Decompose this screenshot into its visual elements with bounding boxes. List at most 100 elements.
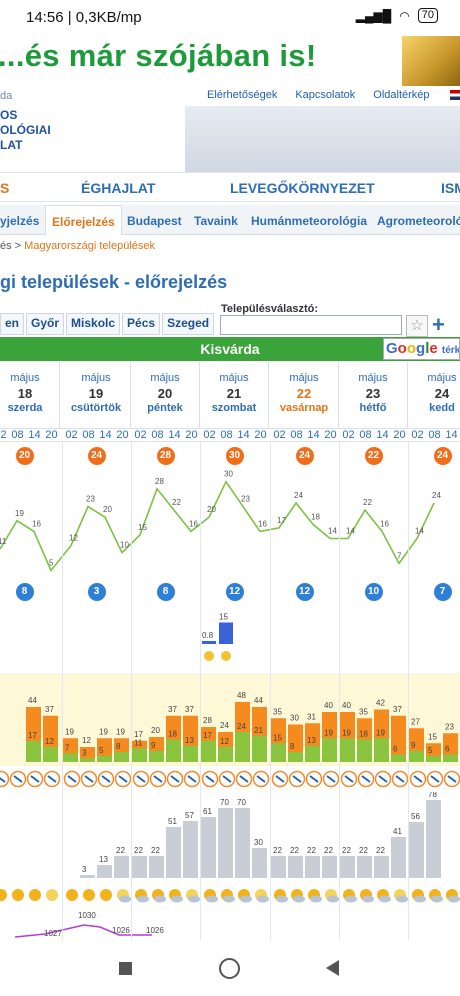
- hour-label: 02: [203, 429, 216, 441]
- cloud-bar: [374, 856, 389, 878]
- wind-label: 9: [151, 741, 156, 750]
- sub-nav-item-forecast[interactable]: Előrejelzés: [45, 205, 122, 235]
- link-sitemap[interactable]: Oldaltérkép: [373, 89, 430, 101]
- wind-label: 6: [393, 745, 398, 754]
- sub-nav-item[interactable]: yjelzés: [0, 214, 40, 228]
- day-month: május: [219, 372, 249, 384]
- hour-label: 02: [342, 429, 355, 441]
- wind-arrow: [101, 775, 111, 783]
- cloud-label: 57: [185, 811, 194, 820]
- gust-label: 44: [254, 696, 263, 705]
- sub-nav-item-lakes[interactable]: Tavaink: [194, 214, 238, 228]
- gust-label: 24: [220, 721, 229, 730]
- wind-label: 3: [82, 748, 87, 757]
- settlement-input[interactable]: [220, 315, 402, 335]
- home-icon[interactable]: [219, 958, 240, 979]
- cloud-bar: [114, 856, 129, 878]
- wind-arrow: [30, 775, 40, 783]
- precip-label: 15: [219, 613, 228, 622]
- wind-arrow: [326, 775, 336, 783]
- breadcrumb-prefix[interactable]: és >: [0, 240, 22, 252]
- cloud-label: 22: [273, 846, 282, 855]
- wind-label: 8: [290, 742, 295, 751]
- day-weekday: szombat: [211, 402, 257, 414]
- wind-bar: [63, 753, 78, 762]
- wind-label: 8: [116, 742, 121, 751]
- cloud-label: 70: [237, 798, 246, 807]
- city-tab[interactable]: en: [0, 313, 25, 335]
- google-maps-button[interactable]: Google térk: [383, 338, 460, 360]
- city-tab-szeged[interactable]: Szeged: [162, 313, 215, 335]
- sub-nav-item-budapest[interactable]: Budapest: [127, 214, 182, 228]
- gust-label: 19: [116, 727, 125, 736]
- main-nav-item-climate[interactable]: ÉGHAJLAT: [81, 180, 156, 196]
- cloud-bar: [183, 821, 198, 878]
- wind-bar: [271, 743, 286, 762]
- link-relations[interactable]: Kapcsolatok: [295, 89, 356, 101]
- day-header: május 21 szombat: [200, 362, 269, 428]
- rain-cloud-icon: [221, 651, 231, 661]
- main-nav-item-air[interactable]: LEVEGŐKÖRNYEZET: [230, 180, 375, 196]
- cloud-label: 22: [134, 846, 143, 855]
- wind-bar: [201, 740, 216, 762]
- cloud-icon: [276, 895, 288, 903]
- city-tab-gyor[interactable]: Győr: [26, 313, 65, 335]
- gust-label: 15: [428, 732, 437, 741]
- day-month: május: [289, 372, 319, 384]
- cloud-icon: [240, 895, 252, 903]
- site-header: da OS OLÓGIAI LAT Elérhetőségek Kapcsola…: [0, 86, 460, 172]
- link-contacts[interactable]: Elérhetőségek: [207, 89, 278, 101]
- day-month: május: [81, 372, 111, 384]
- english-flag-icon[interactable]: [450, 90, 460, 100]
- temperature-chart: 11 19 16 5 12 23 20 10 15 28 22 16 20 30 23 16 17 24 18 14 1…: [0, 470, 441, 572]
- sub-nav-item-agro[interactable]: Agrometeorológ: [377, 214, 460, 228]
- gust-label: 31: [307, 712, 316, 721]
- wind-arrow: [118, 775, 128, 783]
- wind-arrow: [136, 775, 146, 783]
- hour-label: 20: [185, 429, 198, 441]
- day-month: május: [358, 372, 388, 384]
- hour-label: 08: [220, 429, 233, 441]
- main-nav-item[interactable]: S: [0, 180, 10, 196]
- day-number: 22: [296, 386, 312, 401]
- wind-bar: [235, 732, 250, 762]
- wind-label: 9: [411, 741, 416, 750]
- city-tab-pecs[interactable]: Pécs: [122, 313, 161, 335]
- ad-banner[interactable]: ...és már szójában is!: [0, 36, 460, 86]
- sub-nav-item-human[interactable]: Humánmeteorológia: [251, 214, 368, 228]
- day-divider: [200, 442, 201, 940]
- wind-arrow: [413, 775, 423, 783]
- temperature-label: 18: [311, 512, 320, 521]
- cloud-label: 22: [359, 846, 368, 855]
- gust-bar: [391, 715, 406, 762]
- cloud-icon: [414, 895, 426, 903]
- cloud-icon: [154, 895, 166, 903]
- day-month: május: [150, 372, 180, 384]
- wind-label: 13: [185, 736, 194, 745]
- cloud-label: 51: [168, 817, 177, 826]
- city-tab-miskolc[interactable]: Miskolc: [66, 313, 121, 335]
- day-number: 24: [434, 386, 450, 401]
- day-header: május 23 hétfő: [339, 362, 408, 428]
- hour-label: 02: [273, 429, 286, 441]
- breadcrumb-current[interactable]: Magyarországi települések: [24, 240, 156, 252]
- site-logo[interactable]: OS OLÓGIAI LAT: [0, 108, 51, 153]
- back-icon[interactable]: [326, 960, 339, 976]
- max_temps-badge: 24: [87, 447, 106, 465]
- cloud-icon: [293, 895, 305, 903]
- sun-icon: [12, 889, 24, 901]
- cloud-label: 61: [203, 807, 212, 816]
- gust-label: 23: [445, 722, 454, 731]
- location-name: Kisvárda: [200, 341, 260, 357]
- recent-apps-icon[interactable]: [119, 962, 132, 975]
- wind-bar: [252, 735, 267, 762]
- day-weekday: kedd: [429, 402, 455, 414]
- favorite-star-icon[interactable]: ☆: [406, 315, 428, 337]
- add-icon[interactable]: +: [432, 312, 445, 337]
- precipitation-chart: 0.8 15: [0, 613, 460, 674]
- day-month: május: [10, 372, 40, 384]
- day-divider: [131, 442, 132, 940]
- temperature-label: 15: [138, 523, 147, 532]
- pressure-label: 1027: [44, 929, 62, 938]
- main-nav-item[interactable]: ISM: [441, 180, 460, 196]
